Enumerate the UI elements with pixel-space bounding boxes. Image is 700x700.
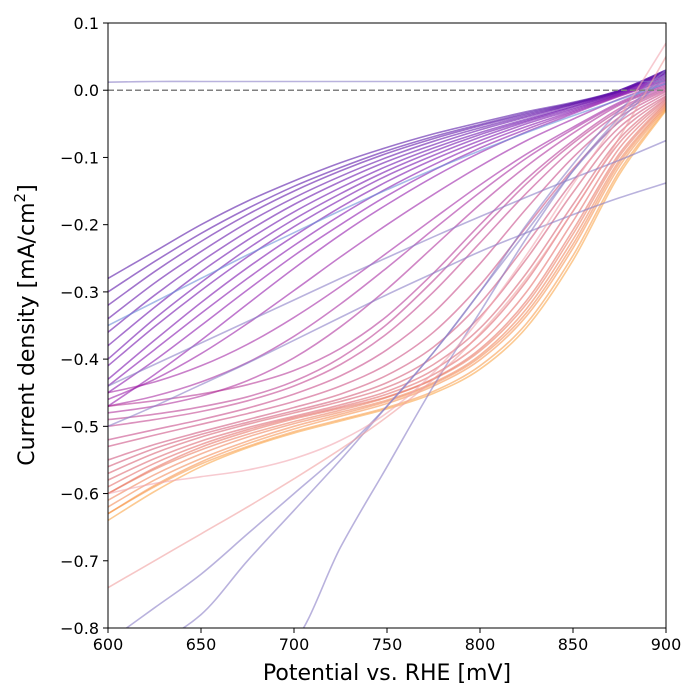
x-axis-ticks: 600 650 700 750 800 850 900 (93, 628, 682, 654)
x-tick-label: 850 (558, 635, 589, 654)
y-tick-label: −0.1 (60, 148, 99, 167)
y-axis-label: Current density [mA/cm2] (11, 184, 40, 465)
series-line (181, 69, 666, 628)
y-tick-label: −0.7 (60, 552, 99, 571)
series-line (108, 73, 666, 360)
series-line (108, 56, 666, 589)
series-line (108, 94, 666, 461)
series-line (108, 78, 666, 394)
y-tick-label: −0.8 (60, 619, 99, 638)
x-tick-label: 800 (465, 635, 496, 654)
y-axis-label-superscript: 2 (11, 193, 29, 203)
x-tick-label: 650 (186, 635, 217, 654)
series-layer (108, 42, 666, 628)
series-line (108, 82, 666, 327)
x-tick-label: 600 (93, 635, 124, 654)
series-line (108, 80, 666, 407)
series-line (108, 80, 666, 83)
series-line (108, 182, 666, 428)
y-axis-label-close: ] (15, 184, 40, 193)
series-line (108, 76, 666, 380)
x-tick-label: 900 (651, 635, 682, 654)
series-line (108, 77, 666, 387)
y-tick-label: −0.5 (60, 417, 99, 436)
x-tick-label: 700 (279, 635, 310, 654)
y-tick-label: −0.3 (60, 283, 99, 302)
y-tick-label: −0.6 (60, 485, 99, 504)
y-axis-ticks: 0.1 0.0 −0.1 −0.2 −0.3 −0.4 −0.5 −0.6 −0.7 −0.8 (60, 14, 108, 638)
x-tick-label: 750 (372, 635, 403, 654)
series-line (108, 105, 666, 508)
series-line (108, 97, 666, 475)
series-line (108, 71, 666, 333)
series-line (108, 86, 666, 407)
y-tick-label: 0.0 (74, 81, 99, 100)
series-line (108, 90, 666, 441)
series-line (108, 89, 666, 428)
series-line (108, 139, 666, 387)
series-line (108, 92, 666, 448)
series-line (108, 74, 666, 367)
series-line (108, 104, 666, 502)
series-line (108, 100, 666, 488)
y-tick-label: −0.4 (60, 350, 99, 369)
series-line (302, 72, 666, 628)
series-line (108, 42, 666, 495)
series-line (108, 108, 666, 515)
series-line (108, 85, 666, 414)
series-line (108, 82, 666, 394)
series-line (108, 84, 666, 407)
series-line (108, 107, 666, 515)
series-line (108, 88, 666, 421)
x-axis-label: Potential vs. RHE [mV] (263, 661, 511, 686)
series-line (108, 81, 666, 401)
y-tick-label: 0.1 (74, 14, 99, 33)
series-line (108, 96, 666, 468)
y-tick-label: −0.2 (60, 216, 99, 235)
y-axis-label-main: Current density [mA/cm (15, 202, 40, 465)
